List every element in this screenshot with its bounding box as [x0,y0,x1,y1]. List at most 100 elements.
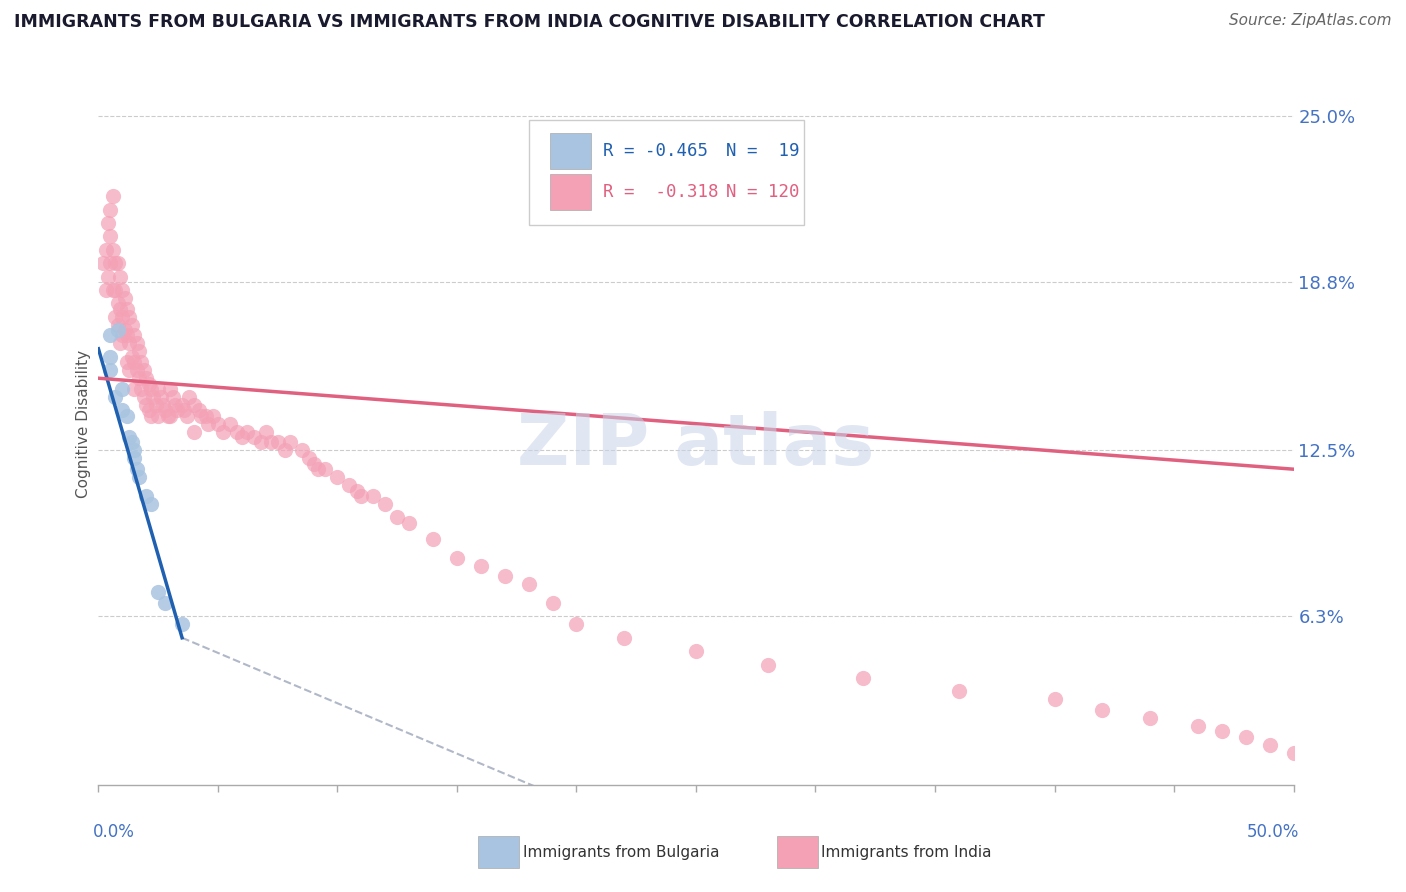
Point [422,532,444,546]
Point [139,382,162,396]
Point [108,301,131,316]
Point [135,398,157,412]
Point [135,489,157,503]
Point [121,318,143,332]
Point [139,409,162,423]
Point [111,403,134,417]
Point [145,398,167,412]
Point [156,409,179,423]
Point [374,497,396,511]
Point [128,371,150,385]
Point [183,398,205,412]
Point [124,328,146,343]
Point [173,403,195,417]
Text: Immigrants from India: Immigrants from India [821,845,993,860]
Point [226,425,249,439]
Point [152,398,174,412]
Point [124,443,146,458]
Point [274,443,297,458]
Point [219,417,242,431]
Text: Immigrants from Bulgaria: Immigrants from Bulgaria [523,845,720,860]
Point [118,430,141,444]
Point [114,323,136,337]
Point [97,216,120,230]
Point [104,283,127,297]
Point [1282,746,1305,760]
Point [149,390,172,404]
Point [94,243,117,257]
Point [124,451,146,466]
Point [172,398,194,412]
Point [398,516,420,530]
Point [254,425,277,439]
Point [104,310,127,324]
Point [159,409,181,423]
Point [446,550,468,565]
Text: IMMIGRANTS FROM BULGARIA VS IMMIGRANTS FROM INDIA COGNITIVE DISABILITY CORRELATI: IMMIGRANTS FROM BULGARIA VS IMMIGRANTS F… [14,13,1045,31]
FancyBboxPatch shape [550,175,591,210]
Point [1091,703,1114,717]
Point [350,489,373,503]
Point [166,403,188,417]
Point [111,382,134,396]
Point [298,451,321,466]
Point [291,443,314,458]
Point [339,478,361,492]
Point [115,355,138,369]
Point [124,355,146,369]
Point [125,462,148,476]
Point [107,296,129,310]
Text: N =  19: N = 19 [725,142,800,160]
Point [101,283,124,297]
Point [114,291,136,305]
Point [135,371,157,385]
Point [148,409,170,423]
Point [138,376,160,391]
Point [1234,730,1257,744]
Point [163,398,186,412]
Point [142,390,165,404]
Point [107,323,129,337]
Point [176,409,198,423]
Point [118,310,141,324]
Point [148,585,170,599]
Point [108,269,131,284]
Point [107,256,129,270]
Point [107,318,129,332]
Point [159,382,181,396]
Point [211,425,233,439]
Point [111,310,134,324]
Point [104,256,127,270]
Point [98,202,122,217]
Point [138,403,160,417]
Point [118,336,141,351]
Point [98,363,122,377]
Point [121,350,143,364]
Point [128,344,150,359]
Point [235,425,257,439]
Point [118,363,141,377]
Point [131,355,153,369]
Point [385,510,409,524]
Y-axis label: Cognitive Disability: Cognitive Disability [76,350,91,498]
Point [207,417,229,431]
Point [470,558,492,573]
Point [302,457,325,471]
Point [115,328,138,343]
Point [98,229,122,244]
Point [132,390,155,404]
Point [111,328,134,343]
Point [756,657,779,672]
Point [172,617,194,632]
Point [346,483,368,498]
Point [231,430,253,444]
Point [190,409,212,423]
Point [278,435,301,450]
FancyBboxPatch shape [778,837,818,868]
Point [195,409,218,423]
Point [101,189,124,203]
FancyBboxPatch shape [550,133,591,169]
Point [115,301,138,316]
Point [541,596,564,610]
Point [179,390,201,404]
